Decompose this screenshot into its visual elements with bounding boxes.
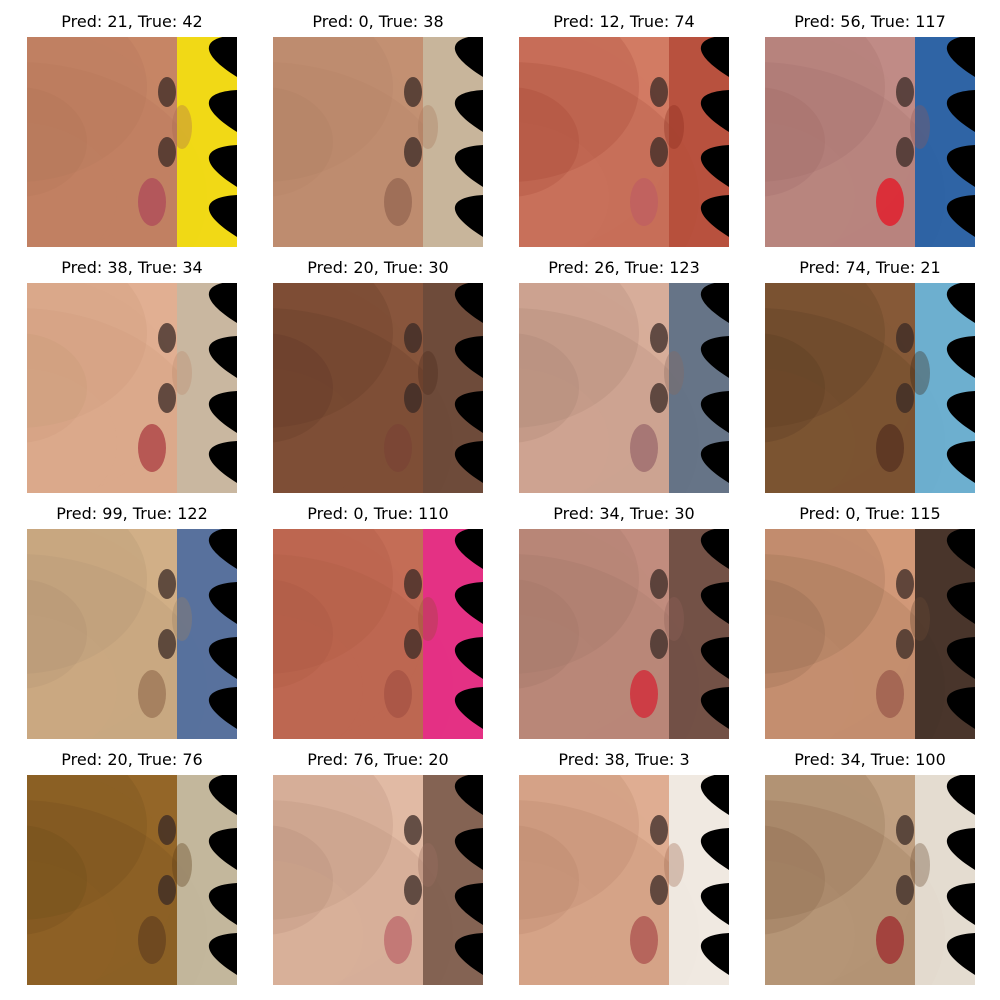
panel-title: Pred: 0, True: 115 bbox=[799, 504, 941, 523]
face-image-svg bbox=[27, 37, 237, 247]
warped-face-image bbox=[519, 775, 729, 985]
warped-face-image bbox=[519, 37, 729, 247]
face-image-svg bbox=[765, 283, 975, 493]
panel-title: Pred: 0, True: 38 bbox=[312, 12, 444, 31]
face-image-svg bbox=[765, 37, 975, 247]
warped-face-image bbox=[27, 37, 237, 247]
panel-title: Pred: 20, True: 30 bbox=[307, 258, 449, 277]
face-image-svg bbox=[273, 529, 483, 739]
warped-face-image bbox=[273, 37, 483, 247]
panel-title: Pred: 20, True: 76 bbox=[61, 750, 203, 769]
face-image-svg bbox=[519, 37, 729, 247]
panel-title: Pred: 38, True: 3 bbox=[558, 750, 690, 769]
face-image-svg bbox=[273, 37, 483, 247]
face-image-svg bbox=[27, 529, 237, 739]
warped-face-image bbox=[765, 775, 975, 985]
panel-title: Pred: 34, True: 30 bbox=[553, 504, 695, 523]
panel-title: Pred: 12, True: 74 bbox=[553, 12, 695, 31]
warped-face-image bbox=[765, 37, 975, 247]
panel-title: Pred: 99, True: 122 bbox=[56, 504, 208, 523]
panel-title: Pred: 38, True: 34 bbox=[61, 258, 203, 277]
face-image-svg bbox=[765, 529, 975, 739]
warped-face-image bbox=[273, 529, 483, 739]
face-image-svg bbox=[273, 283, 483, 493]
face-image-svg bbox=[519, 529, 729, 739]
face-image-svg bbox=[519, 283, 729, 493]
face-image-svg bbox=[765, 775, 975, 985]
face-image-svg bbox=[27, 283, 237, 493]
warped-face-image bbox=[27, 283, 237, 493]
panel-title: Pred: 0, True: 110 bbox=[307, 504, 449, 523]
face-image-svg bbox=[519, 775, 729, 985]
panel-title: Pred: 26, True: 123 bbox=[548, 258, 700, 277]
warped-face-image bbox=[27, 775, 237, 985]
warped-face-image bbox=[27, 529, 237, 739]
warped-face-image bbox=[519, 529, 729, 739]
panel-title: Pred: 76, True: 20 bbox=[307, 750, 449, 769]
warped-face-image bbox=[765, 283, 975, 493]
panel-title: Pred: 34, True: 100 bbox=[794, 750, 946, 769]
panel-title: Pred: 21, True: 42 bbox=[61, 12, 203, 31]
panel-title: Pred: 56, True: 117 bbox=[794, 12, 946, 31]
face-image-svg bbox=[27, 775, 237, 985]
warped-face-image bbox=[273, 283, 483, 493]
warped-face-image bbox=[519, 283, 729, 493]
warped-face-image bbox=[765, 529, 975, 739]
warped-face-image bbox=[273, 775, 483, 985]
face-image-svg bbox=[273, 775, 483, 985]
panel-title: Pred: 74, True: 21 bbox=[799, 258, 941, 277]
